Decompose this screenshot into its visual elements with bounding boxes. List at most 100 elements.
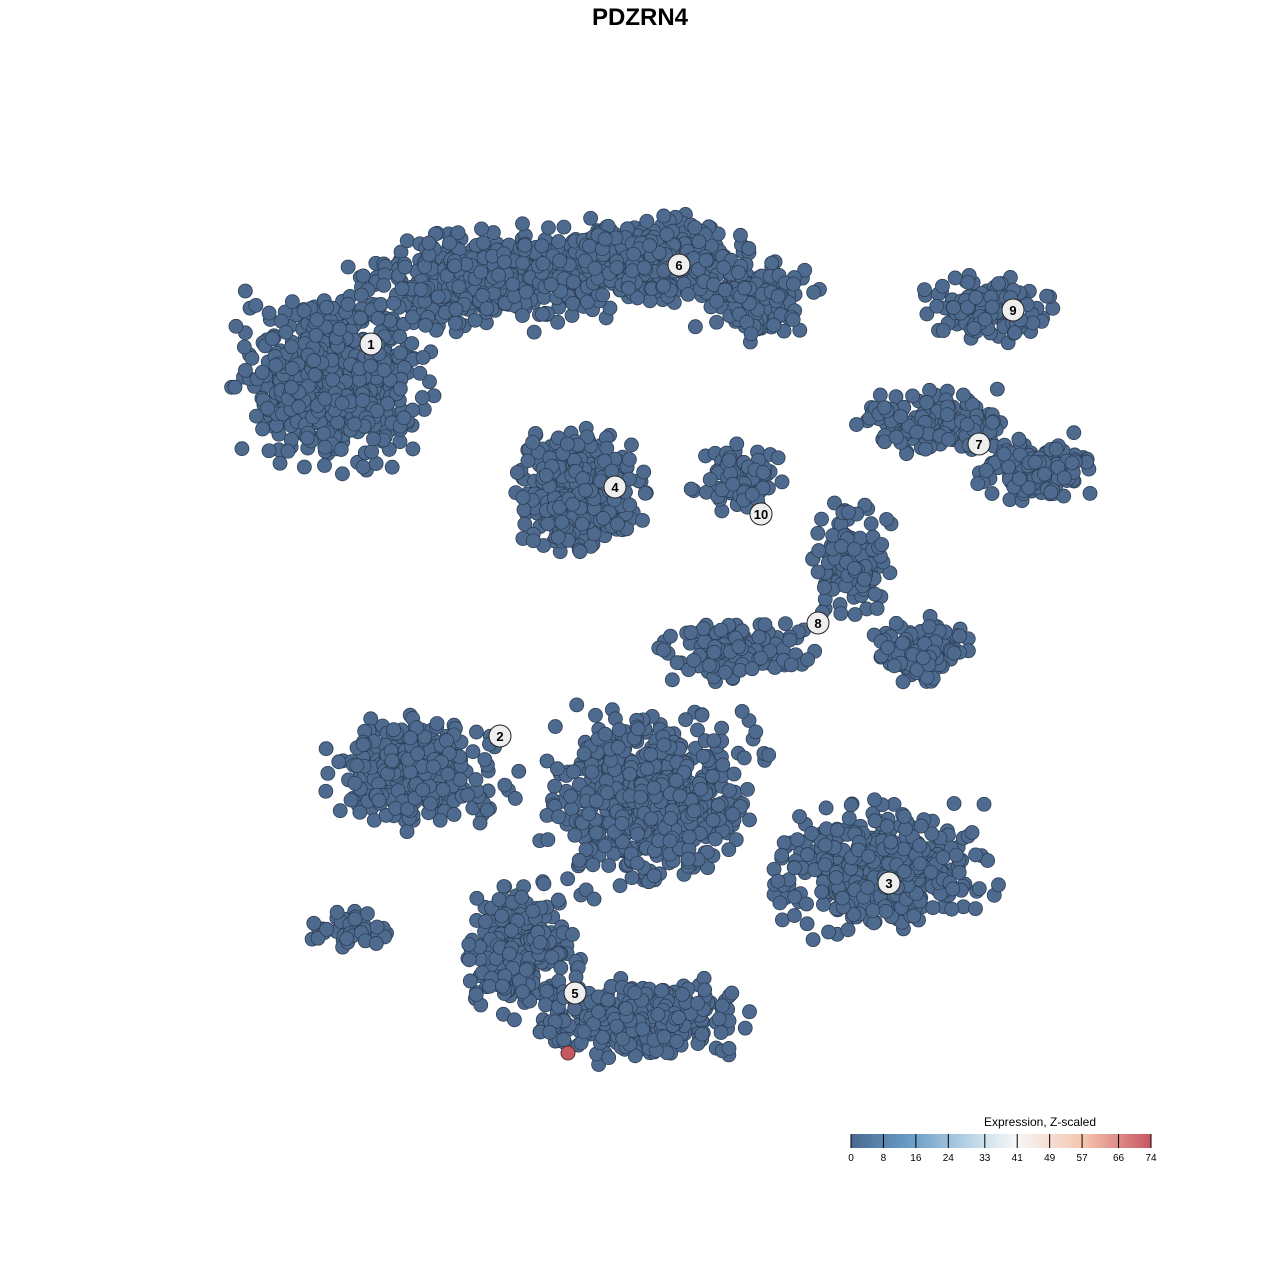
data-point — [800, 847, 816, 862]
data-point — [363, 358, 378, 374]
data-point — [790, 832, 805, 847]
data-point — [520, 453, 536, 469]
data-point — [984, 486, 1000, 501]
data-point — [588, 707, 603, 723]
data-point — [565, 295, 581, 311]
data-point — [856, 571, 872, 587]
data-point — [663, 628, 678, 644]
data-point — [412, 365, 428, 381]
data-point — [565, 927, 580, 942]
data-point — [725, 476, 741, 492]
data-point — [376, 277, 392, 293]
data-point — [534, 238, 550, 254]
data-point — [566, 764, 581, 780]
data-point — [906, 908, 922, 924]
data-point — [343, 792, 359, 808]
data-point — [363, 711, 379, 727]
data-point — [583, 210, 599, 226]
data-point — [380, 396, 395, 411]
data-point — [609, 260, 625, 275]
data-point — [678, 712, 693, 728]
data-point — [955, 387, 971, 403]
data-point — [536, 876, 552, 892]
data-point — [656, 642, 671, 658]
data-point — [663, 810, 679, 826]
data-point — [284, 361, 300, 376]
data-point — [869, 601, 885, 616]
data-point — [599, 440, 615, 456]
data-point — [770, 873, 786, 889]
data-point — [450, 225, 466, 241]
data-point — [547, 778, 563, 794]
data-point — [1007, 325, 1023, 341]
data-point — [514, 889, 530, 905]
data-point — [332, 321, 348, 337]
data-point — [392, 329, 408, 345]
data-point — [402, 730, 418, 746]
data-point — [843, 797, 859, 813]
data-point — [525, 903, 541, 919]
data-point — [469, 890, 485, 906]
data-point — [695, 749, 711, 764]
data-point — [516, 502, 532, 518]
data-point — [588, 825, 604, 841]
data-point — [959, 417, 975, 433]
data-point — [847, 607, 863, 622]
data-point — [1027, 454, 1043, 470]
data-point — [945, 881, 961, 897]
data-point — [448, 302, 464, 317]
data-point — [559, 436, 575, 452]
data-point — [896, 841, 912, 857]
data-point — [816, 580, 832, 595]
data-point — [550, 314, 566, 330]
data-point — [402, 764, 418, 780]
data-point — [440, 766, 456, 782]
data-point — [296, 459, 312, 475]
data-point — [880, 640, 896, 655]
data-point — [1037, 466, 1052, 482]
data-point — [335, 466, 350, 482]
data-point — [702, 657, 717, 673]
data-point — [475, 288, 490, 303]
data-point — [680, 851, 696, 867]
data-point — [683, 481, 699, 497]
data-point — [861, 849, 876, 864]
data-point — [733, 227, 748, 243]
data-point — [883, 834, 899, 850]
data-point — [370, 311, 386, 326]
data-point — [834, 539, 849, 554]
data-point — [742, 812, 757, 828]
data-point — [686, 652, 702, 668]
data-point — [284, 294, 300, 310]
data-point — [787, 860, 802, 876]
data-point — [785, 312, 801, 328]
data-point — [572, 544, 588, 560]
data-point — [475, 235, 491, 251]
data-point — [538, 997, 553, 1013]
data-point — [439, 733, 454, 748]
data-point — [751, 629, 767, 645]
data-point — [334, 395, 350, 411]
data-point — [741, 241, 757, 256]
data-point — [917, 282, 932, 297]
data-point — [659, 227, 675, 242]
data-point — [228, 318, 244, 334]
data-point — [597, 838, 613, 854]
data-point — [396, 410, 412, 426]
data-point — [447, 258, 463, 274]
data-point — [985, 414, 1000, 430]
data-point — [355, 737, 371, 752]
data-point — [550, 892, 566, 908]
data-point — [833, 606, 849, 621]
data-point — [683, 625, 699, 640]
data-point — [691, 234, 707, 250]
data-point — [479, 301, 495, 316]
data-point — [828, 870, 844, 886]
data-point — [272, 455, 288, 471]
data-point — [540, 832, 556, 848]
data-point — [941, 431, 956, 447]
data-point — [460, 787, 475, 803]
data-point — [841, 810, 857, 826]
data-point — [260, 400, 276, 416]
data-point — [889, 429, 904, 445]
